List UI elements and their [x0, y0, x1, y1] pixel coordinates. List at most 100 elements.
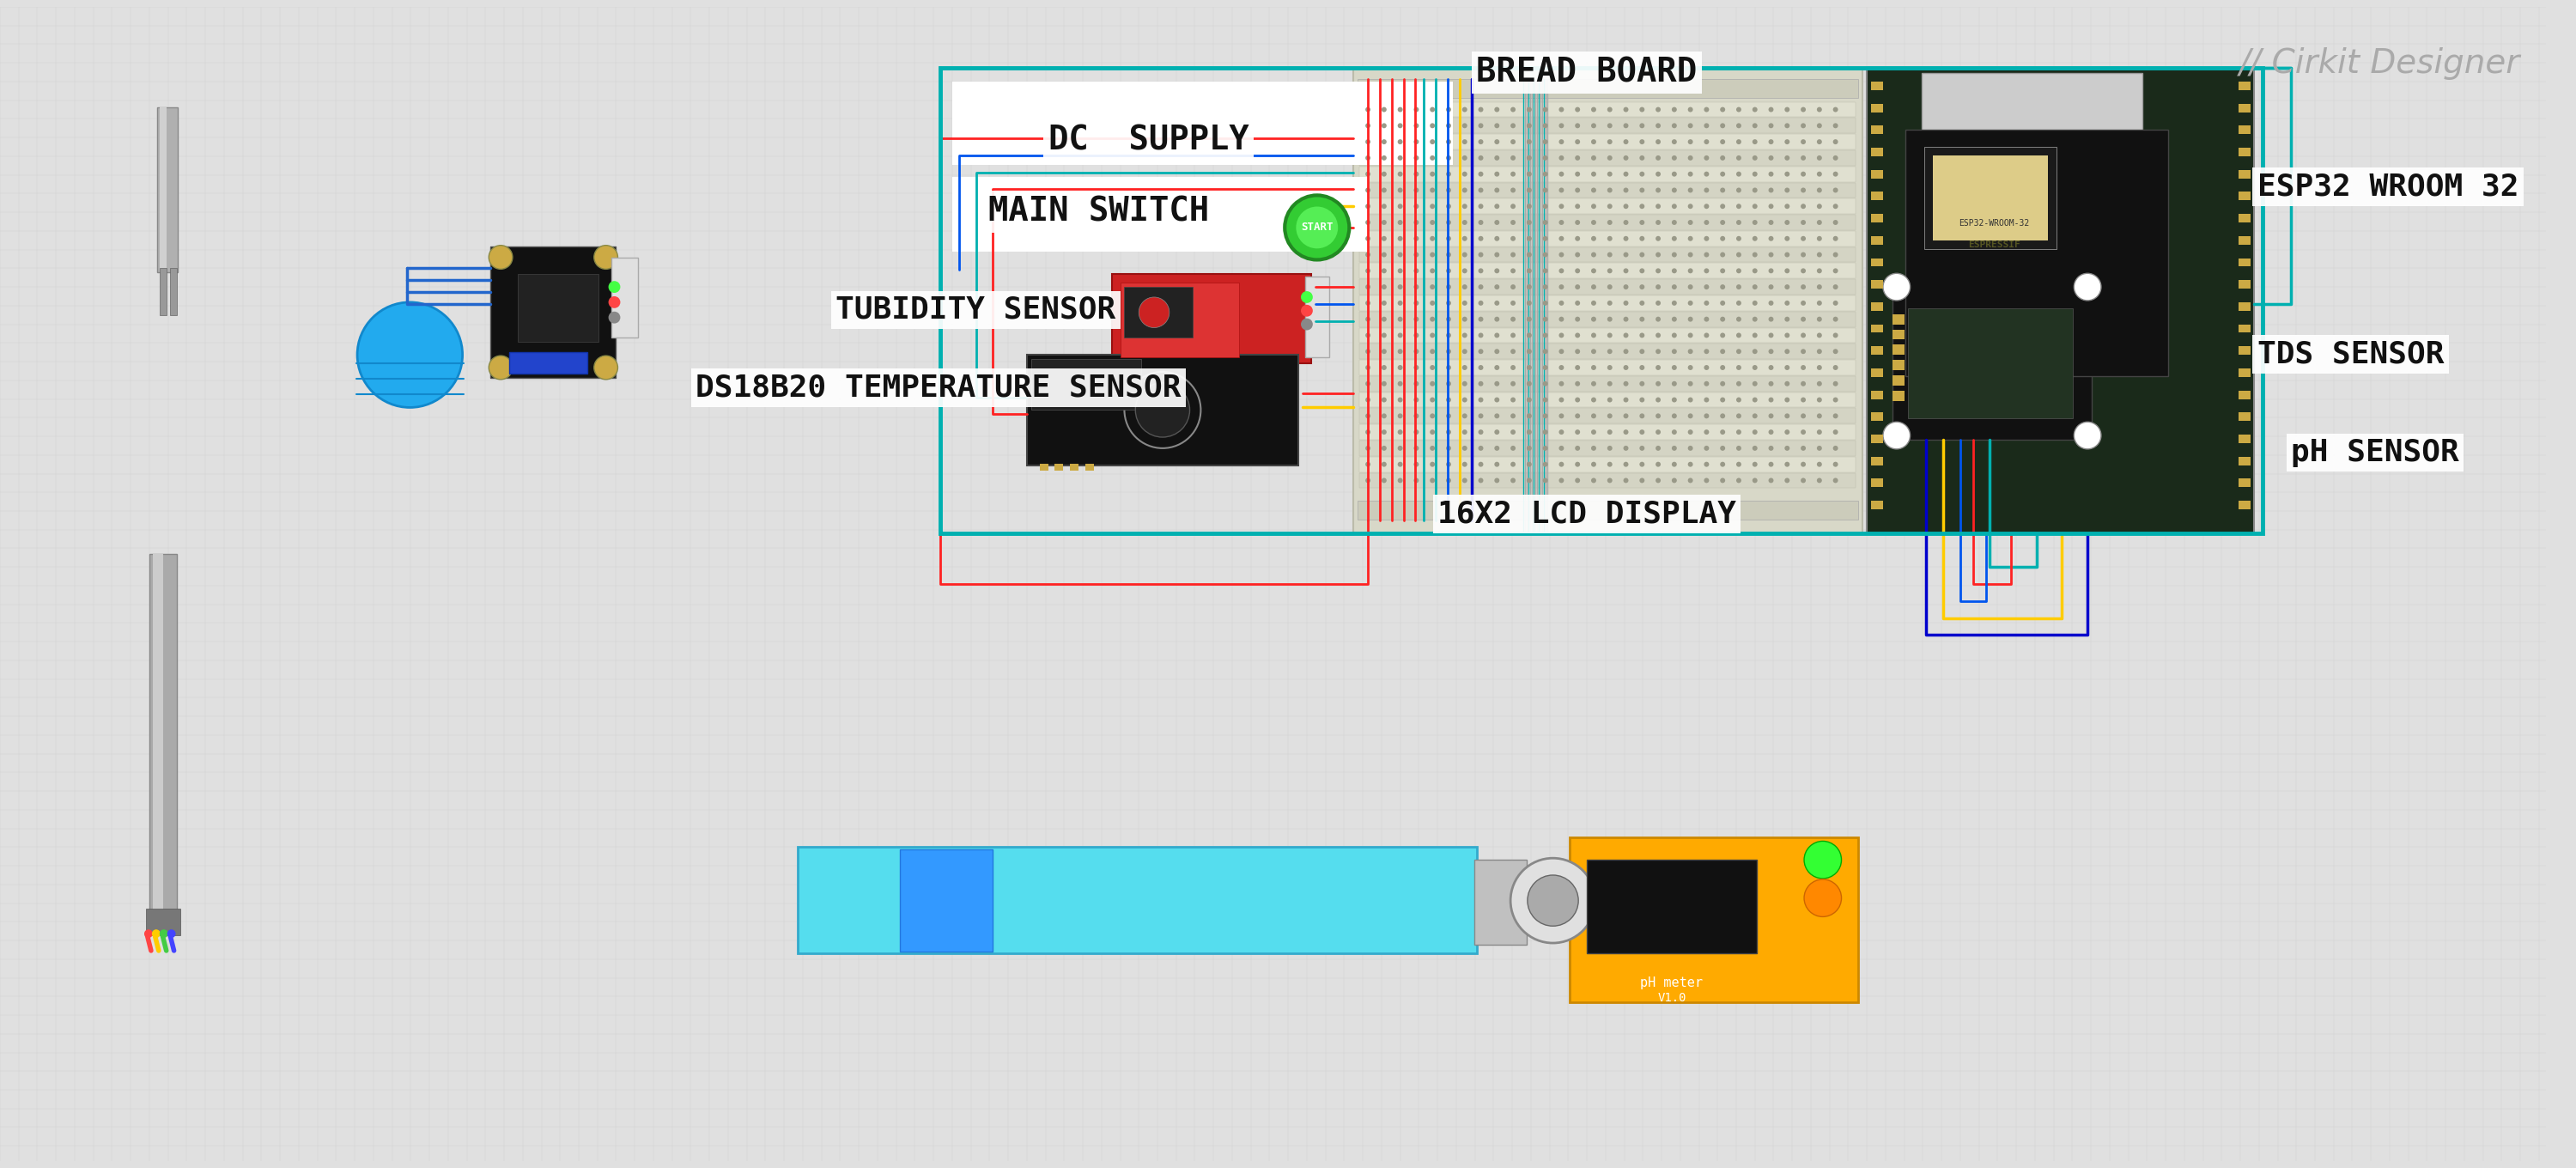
Bar — [1870, 258, 1883, 266]
Circle shape — [1801, 139, 1806, 145]
Circle shape — [1672, 333, 1677, 338]
Circle shape — [1801, 430, 1806, 434]
Circle shape — [1479, 461, 1484, 467]
Circle shape — [1834, 366, 1839, 370]
Circle shape — [1445, 349, 1450, 354]
Circle shape — [1638, 366, 1643, 370]
Circle shape — [1381, 172, 1386, 176]
Circle shape — [1607, 397, 1613, 402]
Circle shape — [1414, 188, 1419, 193]
Circle shape — [1721, 397, 1726, 402]
Circle shape — [1721, 139, 1726, 145]
Circle shape — [1463, 269, 1468, 273]
Circle shape — [1607, 430, 1613, 434]
Circle shape — [1463, 155, 1468, 160]
Circle shape — [1543, 269, 1548, 273]
Circle shape — [1785, 172, 1790, 176]
Circle shape — [1592, 446, 1597, 451]
Circle shape — [1721, 123, 1726, 128]
Circle shape — [1510, 269, 1515, 273]
Circle shape — [1592, 220, 1597, 225]
Circle shape — [1510, 858, 1595, 943]
Circle shape — [1123, 371, 1200, 449]
Circle shape — [1592, 172, 1597, 176]
Circle shape — [1785, 155, 1790, 160]
Circle shape — [1399, 397, 1404, 402]
Circle shape — [1494, 366, 1499, 370]
Bar — [611, 257, 639, 338]
Circle shape — [1301, 319, 1314, 331]
Text: // Cirkit Designer: // Cirkit Designer — [2239, 48, 2519, 81]
Circle shape — [1687, 188, 1692, 193]
Circle shape — [1672, 252, 1677, 257]
Circle shape — [1672, 430, 1677, 434]
Circle shape — [1574, 203, 1579, 209]
Circle shape — [1638, 397, 1643, 402]
Circle shape — [1607, 446, 1613, 451]
Circle shape — [1785, 397, 1790, 402]
Bar — [1870, 325, 1883, 333]
Circle shape — [1558, 446, 1564, 451]
Circle shape — [1592, 349, 1597, 354]
Circle shape — [1430, 220, 1435, 225]
Circle shape — [167, 930, 175, 938]
Circle shape — [1301, 291, 1314, 303]
Text: pH SENSOR: pH SENSOR — [2290, 438, 2460, 467]
Circle shape — [1463, 188, 1468, 193]
Circle shape — [1510, 155, 1515, 160]
Circle shape — [1445, 478, 1450, 484]
Circle shape — [1463, 300, 1468, 306]
Circle shape — [1687, 123, 1692, 128]
Circle shape — [1414, 300, 1419, 306]
Circle shape — [1528, 381, 1533, 387]
Circle shape — [1414, 172, 1419, 176]
Circle shape — [1479, 349, 1484, 354]
Circle shape — [1558, 172, 1564, 176]
Circle shape — [1528, 172, 1533, 176]
Circle shape — [1816, 366, 1821, 370]
Circle shape — [1607, 123, 1613, 128]
Circle shape — [1721, 446, 1726, 451]
Circle shape — [1592, 366, 1597, 370]
Circle shape — [1703, 220, 1708, 225]
Bar — [1123, 287, 1193, 338]
Circle shape — [1430, 139, 1435, 145]
Circle shape — [1543, 252, 1548, 257]
Bar — [1360, 279, 1855, 294]
Circle shape — [1494, 220, 1499, 225]
Circle shape — [1785, 446, 1790, 451]
Circle shape — [1414, 284, 1419, 290]
Bar — [1113, 274, 1311, 363]
Circle shape — [1543, 203, 1548, 209]
Circle shape — [1445, 188, 1450, 193]
Circle shape — [1414, 381, 1419, 387]
Circle shape — [1672, 203, 1677, 209]
Circle shape — [1623, 317, 1628, 321]
Circle shape — [1703, 366, 1708, 370]
Circle shape — [1510, 430, 1515, 434]
Circle shape — [1479, 139, 1484, 145]
Circle shape — [1656, 284, 1662, 290]
Bar — [1870, 214, 1883, 222]
Circle shape — [1672, 300, 1677, 306]
Circle shape — [1494, 269, 1499, 273]
Circle shape — [1430, 123, 1435, 128]
Circle shape — [1623, 349, 1628, 354]
Circle shape — [1574, 172, 1579, 176]
Circle shape — [1785, 381, 1790, 387]
Circle shape — [1736, 203, 1741, 209]
Circle shape — [1543, 284, 1548, 290]
Circle shape — [1607, 300, 1613, 306]
Circle shape — [1736, 397, 1741, 402]
Bar — [1360, 312, 1855, 327]
Bar — [1893, 375, 1904, 385]
Circle shape — [1816, 155, 1821, 160]
Bar — [1360, 199, 1855, 214]
Circle shape — [1574, 269, 1579, 273]
Circle shape — [1607, 413, 1613, 418]
Circle shape — [1430, 478, 1435, 484]
Circle shape — [1687, 478, 1692, 484]
Bar — [1870, 169, 1883, 179]
Bar — [1360, 360, 1855, 375]
Circle shape — [1528, 430, 1533, 434]
